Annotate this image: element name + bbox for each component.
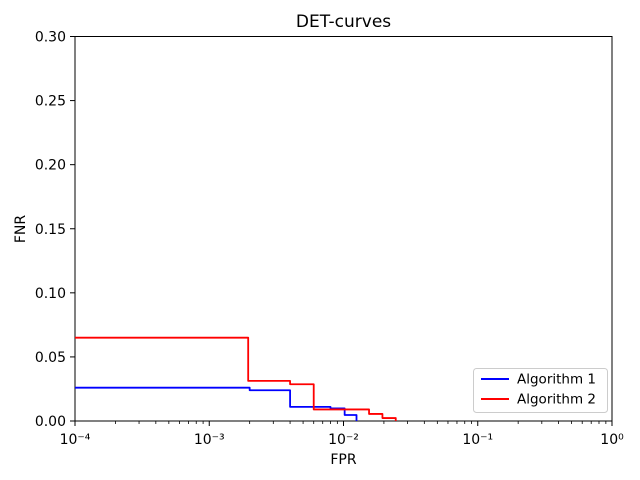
- algorithm-1-curve: [75, 386, 358, 421]
- legend: Algorithm 1 Algorithm 2: [473, 368, 608, 413]
- y-tick-label: 0.05: [35, 350, 66, 366]
- y-tick-label: 0.15: [35, 222, 66, 238]
- y-axis-label: FNR: [13, 215, 29, 244]
- x-axis-label: FPR: [330, 452, 356, 468]
- y-tick-label: 0.10: [35, 286, 66, 302]
- plot-area-frame: [74, 36, 613, 422]
- y-tick-label: 0.00: [35, 414, 66, 430]
- chart-title: DET-curves: [296, 12, 391, 32]
- y-tick-label: 0.30: [35, 30, 66, 46]
- x-tick-labels: 10⁻⁴ 10⁻³ 10⁻² 10⁻¹ 10⁰: [60, 432, 625, 448]
- axis-ticks: [70, 36, 613, 426]
- x-tick-label: 10⁻²: [328, 432, 359, 448]
- x-tick-label: 10⁻¹: [462, 432, 493, 448]
- x-tick-label: 10⁻³: [194, 432, 225, 448]
- legend-label-algorithm-2: Algorithm 2: [517, 392, 596, 408]
- algorithm-2-curve: [75, 336, 397, 421]
- x-tick-label: 10⁻⁴: [60, 432, 91, 448]
- y-tick-labels: 0.00 0.05 0.10 0.15 0.20 0.25 0.30: [35, 30, 66, 431]
- y-tick-label: 0.25: [35, 94, 66, 110]
- det-curves: [75, 336, 397, 421]
- y-tick-label: 0.20: [35, 158, 66, 174]
- x-tick-label: 10⁰: [600, 432, 624, 448]
- legend-label-algorithm-1: Algorithm 1: [517, 372, 596, 388]
